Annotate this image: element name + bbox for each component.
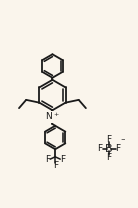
Text: F: F xyxy=(115,144,121,153)
Text: F: F xyxy=(106,135,112,144)
Text: $^{-}$: $^{-}$ xyxy=(120,135,127,144)
Text: B: B xyxy=(105,144,113,154)
Text: F: F xyxy=(60,155,65,164)
Text: F: F xyxy=(106,153,112,162)
Text: F: F xyxy=(45,155,51,164)
Text: F: F xyxy=(97,144,103,153)
Text: F: F xyxy=(53,161,58,170)
Text: N$^+$: N$^+$ xyxy=(45,111,60,123)
